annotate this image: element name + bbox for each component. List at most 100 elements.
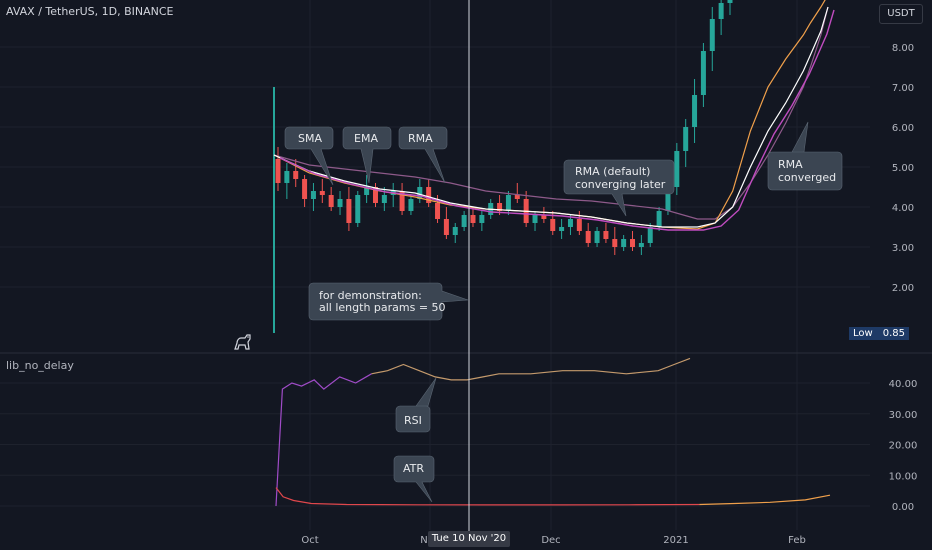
candle-body bbox=[355, 195, 361, 223]
candle-body bbox=[302, 179, 308, 199]
indicator-tick-label: 20.00 bbox=[889, 441, 918, 452]
callout-atr: ATR bbox=[393, 455, 435, 503]
candle-body bbox=[452, 227, 458, 235]
candle-body bbox=[346, 199, 352, 223]
candle-body bbox=[718, 3, 724, 19]
moving-averages-layer bbox=[273, 0, 835, 231]
callout-demo-line2: all length params = 50 bbox=[319, 301, 446, 314]
callout-rma-default-line1: RMA (default) bbox=[575, 165, 650, 178]
callout-rma-text: RMA bbox=[408, 132, 433, 145]
candle-body bbox=[603, 231, 609, 239]
candle-body bbox=[479, 215, 485, 223]
candle-body bbox=[674, 151, 680, 187]
currency-selector[interactable]: USDT bbox=[879, 4, 923, 24]
candle-body bbox=[656, 211, 662, 227]
ma-line-rma bbox=[273, 6, 829, 228]
candle-body bbox=[284, 171, 290, 183]
callout-sma: SMA bbox=[284, 126, 334, 186]
callout-rsi: RSI bbox=[395, 377, 437, 433]
indicator-axis: 0.00 10.00 20.00 30.00 40.00 bbox=[889, 379, 918, 513]
candle-body bbox=[709, 19, 715, 51]
time-tick-label: Feb bbox=[788, 535, 806, 546]
candle-body bbox=[621, 239, 627, 247]
dino-logo-icon bbox=[234, 334, 251, 350]
time-tick-label: Oct bbox=[301, 535, 318, 546]
candle-body bbox=[514, 195, 520, 199]
ma-line-sma bbox=[273, 6, 829, 220]
callout-rma-converged: RMA converged bbox=[767, 121, 843, 191]
candle-body bbox=[692, 95, 698, 127]
candle-body bbox=[612, 239, 618, 247]
indicator-line-rsi-late bbox=[371, 357, 691, 381]
candle-body bbox=[567, 219, 573, 227]
time-tick-label: Dec bbox=[541, 535, 560, 546]
callout-rma: RMA bbox=[398, 126, 448, 184]
candle-body bbox=[443, 219, 449, 235]
indicator-line-atr-late bbox=[699, 494, 831, 506]
callout-ema: EMA bbox=[342, 126, 392, 184]
candle-body bbox=[700, 51, 706, 95]
candle-body bbox=[594, 231, 600, 243]
candle-body bbox=[417, 187, 423, 199]
indicator-line-atr bbox=[275, 487, 700, 506]
candle-body bbox=[505, 195, 511, 211]
callout-rma-default-line2: converging later bbox=[575, 178, 666, 191]
price-tick-label: 7.00 bbox=[892, 83, 914, 94]
candle-body bbox=[497, 203, 503, 211]
candle-body bbox=[293, 171, 299, 179]
low-label: Low bbox=[853, 328, 873, 339]
callout-demo-line1: for demonstration: bbox=[319, 289, 422, 302]
callout-rsi-text: RSI bbox=[404, 414, 422, 427]
candle-body bbox=[559, 227, 565, 231]
price-tick-label: 5.00 bbox=[892, 163, 914, 174]
candle-body bbox=[585, 231, 591, 243]
indicator-line-rsi bbox=[275, 373, 372, 507]
price-axis: 2.00 3.00 4.00 5.00 6.00 7.00 8.00 bbox=[892, 43, 914, 294]
candle-body bbox=[435, 203, 441, 219]
candle-body bbox=[683, 127, 689, 151]
candle-body bbox=[665, 187, 671, 211]
callout-ema-text: EMA bbox=[354, 132, 378, 145]
price-tick-label: 3.00 bbox=[892, 243, 914, 254]
crosshair-date-label: Tue 10 Nov '20 bbox=[428, 531, 510, 547]
candle-body bbox=[364, 187, 370, 195]
indicator-tick-label: 10.00 bbox=[889, 471, 918, 482]
candle-body bbox=[275, 159, 281, 183]
candle-body bbox=[576, 219, 582, 231]
callout-rma-default: RMA (default) converging later bbox=[563, 159, 675, 217]
candle-body bbox=[426, 187, 432, 203]
candle-body bbox=[337, 199, 343, 207]
candle-body bbox=[319, 191, 325, 195]
candle-body bbox=[399, 191, 405, 211]
candle-body bbox=[470, 215, 476, 223]
time-tick-label: 2021 bbox=[663, 535, 688, 546]
candle-body bbox=[381, 195, 387, 203]
callout-rma-converged-line2: converged bbox=[778, 171, 836, 184]
candle-body bbox=[532, 215, 538, 223]
indicator-title[interactable]: lib_no_delay bbox=[6, 359, 74, 372]
price-tick-label: 4.00 bbox=[892, 203, 914, 214]
candle-body bbox=[310, 191, 316, 199]
price-tick-label: 6.00 bbox=[892, 123, 914, 134]
low-price-badge: Low 0.85 bbox=[849, 327, 909, 340]
candle-body bbox=[328, 195, 334, 207]
ma-line-rma-alt bbox=[279, 9, 835, 231]
symbol-title[interactable]: AVAX / TetherUS, 1D, BINANCE bbox=[6, 5, 174, 18]
callout-sma-text: SMA bbox=[298, 132, 322, 145]
candle-body bbox=[550, 219, 556, 231]
callout-rma-converged-line1: RMA bbox=[778, 158, 803, 171]
indicator-tick-label: 0.00 bbox=[892, 502, 914, 513]
indicator-tick-label: 40.00 bbox=[889, 379, 918, 390]
low-value: 0.85 bbox=[882, 328, 905, 339]
callout-atr-text: ATR bbox=[403, 462, 424, 475]
price-tick-label: 2.00 bbox=[892, 283, 914, 294]
price-tick-label: 8.00 bbox=[892, 43, 914, 54]
candle-body bbox=[638, 243, 644, 247]
candle-body bbox=[372, 187, 378, 203]
candle-body bbox=[408, 199, 414, 211]
candle-body bbox=[461, 215, 467, 227]
indicator-tick-label: 30.00 bbox=[889, 410, 918, 421]
callout-demo: for demonstration: all length params = 5… bbox=[308, 282, 469, 321]
